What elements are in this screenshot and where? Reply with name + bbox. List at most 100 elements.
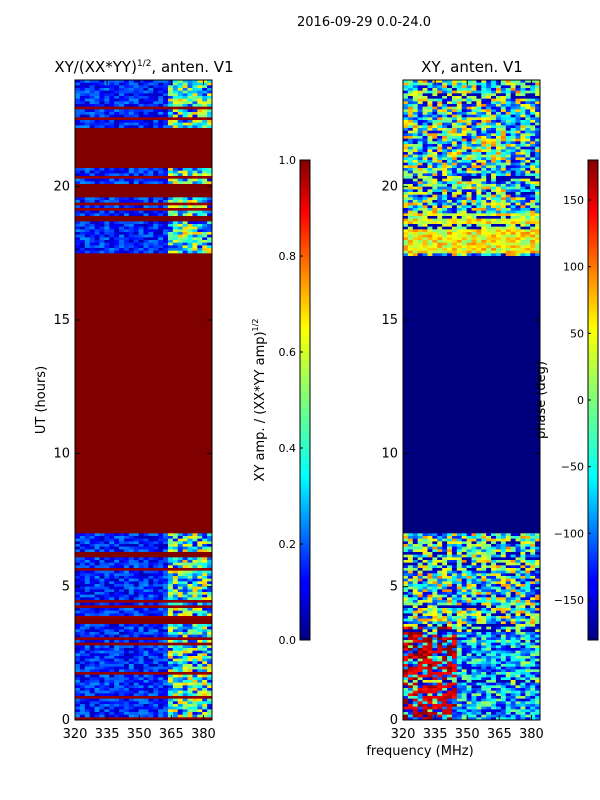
heatmap-cell	[163, 229, 169, 233]
heatmap-cell	[407, 154, 414, 158]
heatmap-cell	[417, 120, 424, 124]
heatmap-cell	[456, 101, 463, 105]
heatmap-cell	[172, 589, 179, 593]
heatmap-cell	[403, 200, 409, 204]
heatmap-cell	[535, 98, 540, 102]
heatmap-cell	[495, 210, 502, 214]
heatmap-cell	[158, 93, 164, 97]
heatmap-cell	[84, 224, 91, 228]
heatmap-cell	[535, 106, 540, 110]
heatmap-cell	[427, 216, 433, 220]
heatmap-cell	[177, 610, 184, 614]
heatmap-cell	[500, 98, 507, 102]
heatmap-cell	[99, 549, 105, 553]
heatmap-cell	[202, 82, 208, 86]
heatmap-cell	[187, 581, 194, 585]
heatmap-cell	[114, 624, 120, 628]
heatmap-cell	[500, 181, 507, 185]
heatmap-cell	[505, 208, 512, 212]
heatmap-cell	[177, 661, 184, 665]
heatmap-cell	[192, 661, 198, 665]
heatmap-cell	[500, 226, 507, 230]
heatmap-cell	[128, 242, 135, 246]
heatmap-cell	[143, 237, 149, 241]
heatmap-cell	[510, 178, 517, 182]
heatmap-cell	[79, 656, 86, 660]
heatmap-cell	[520, 184, 526, 188]
heatmap-cell	[167, 544, 174, 548]
heatmap-cell	[163, 677, 169, 681]
heatmap-cell	[114, 610, 120, 614]
heatmap-cell	[89, 592, 96, 596]
heatmap-cell	[79, 608, 86, 612]
heatmap-cell	[437, 90, 443, 94]
heatmap-cell	[525, 112, 531, 116]
heatmap-row	[75, 258, 212, 262]
heatmap-cell	[84, 592, 91, 596]
heatmap-cell	[202, 632, 208, 636]
heatmap-cell	[128, 93, 135, 97]
heatmap-cell	[202, 573, 208, 577]
heatmap-cell	[109, 82, 115, 86]
heatmap-cell	[202, 232, 208, 236]
heatmap-cell	[163, 546, 169, 550]
heatmap-cell	[94, 664, 101, 668]
heatmap-cell	[447, 154, 453, 158]
heatmap-cell	[530, 229, 536, 233]
heatmap-cell	[491, 213, 497, 217]
heatmap-cell	[167, 82, 174, 86]
heatmap-cell	[447, 192, 453, 196]
heatmap-cell	[138, 592, 145, 596]
heatmap-cell	[104, 682, 110, 686]
heatmap-cell	[207, 658, 212, 662]
heatmap-cell	[447, 200, 453, 204]
heatmap-cell	[187, 680, 194, 684]
heatmap-cell	[99, 658, 105, 662]
heatmap-cell	[99, 242, 105, 246]
heatmap-cell	[163, 240, 169, 244]
heatmap-cell	[197, 677, 203, 681]
heatmap-cell	[84, 701, 91, 705]
heatmap-cell	[128, 586, 135, 590]
heatmap-cell	[133, 85, 140, 89]
heatmap-cell	[133, 642, 140, 646]
heatmap-cell	[123, 234, 130, 238]
heatmap-cell	[153, 709, 159, 713]
heatmap-cell	[89, 240, 96, 244]
heatmap-cell	[486, 96, 492, 100]
heatmap-cell	[500, 138, 507, 142]
heatmap-cell	[167, 240, 174, 244]
heatmap-cell	[99, 634, 105, 638]
heatmap-cell	[99, 648, 105, 652]
heatmap-cell	[143, 541, 149, 545]
heatmap-cell	[207, 200, 212, 204]
heatmap-cell	[109, 573, 115, 577]
heatmap-cell	[128, 698, 135, 702]
heatmap-cell	[94, 581, 101, 585]
heatmap-cell	[417, 173, 424, 177]
heatmap-cell	[437, 170, 443, 174]
heatmap-cell	[466, 168, 473, 172]
heatmap-cell	[535, 178, 540, 182]
heatmap-cell	[481, 117, 487, 121]
heatmap-cell	[148, 645, 154, 649]
heatmap-cell	[148, 706, 154, 710]
heatmap-cell	[456, 245, 463, 249]
heatmap-cell	[84, 245, 91, 249]
heatmap-cell	[486, 229, 492, 233]
heatmap-cell	[158, 669, 164, 673]
heatmap-cell	[133, 669, 140, 673]
heatmap-cell	[476, 170, 482, 174]
y-tick-label: 5	[62, 580, 70, 595]
heatmap-cell	[505, 189, 512, 193]
heatmap-cell	[109, 634, 115, 638]
heatmap-cell	[182, 200, 189, 204]
heatmap-cell	[79, 248, 86, 252]
heatmap-cell	[412, 240, 419, 244]
heatmap-cell	[104, 88, 110, 92]
heatmap-cell	[84, 538, 91, 542]
heatmap-cell	[153, 112, 159, 116]
heatmap-cell	[75, 568, 81, 572]
heatmap-cell	[447, 245, 453, 249]
heatmap-cell	[89, 560, 96, 564]
